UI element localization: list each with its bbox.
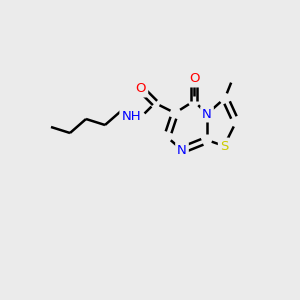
Text: O: O xyxy=(189,73,199,85)
Text: S: S xyxy=(220,140,228,152)
Text: O: O xyxy=(136,82,146,95)
Text: NH: NH xyxy=(122,110,141,124)
Text: N: N xyxy=(177,143,187,157)
Text: N: N xyxy=(202,107,212,121)
